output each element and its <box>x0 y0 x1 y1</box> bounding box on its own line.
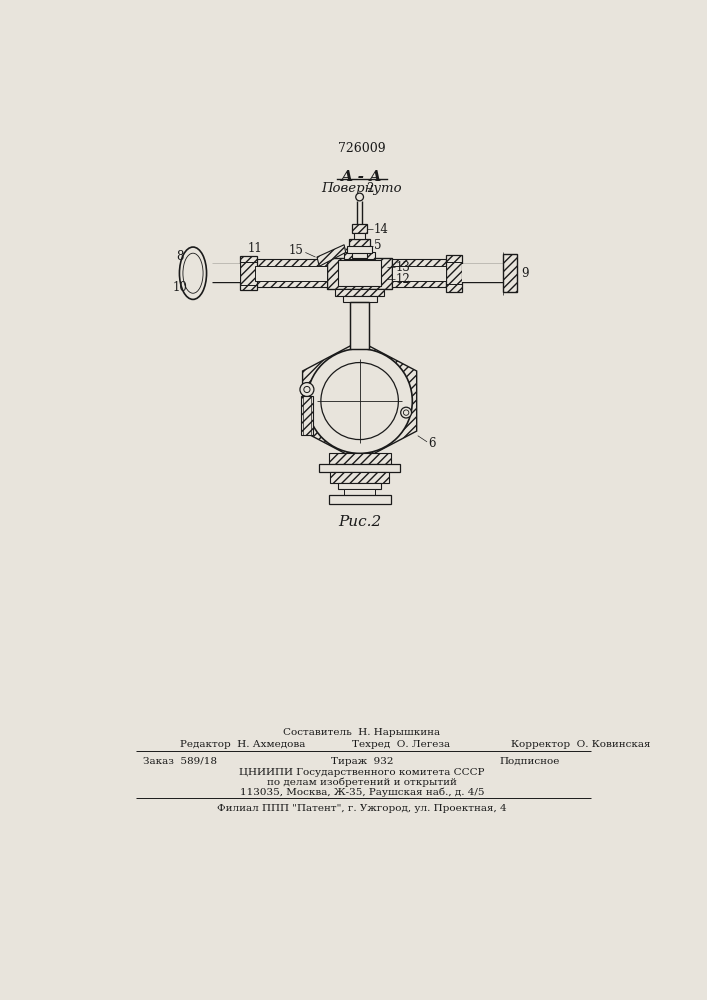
Text: 10: 10 <box>173 281 187 294</box>
Bar <box>352 250 368 258</box>
Bar <box>354 233 365 239</box>
Bar <box>352 224 368 233</box>
Bar <box>329 495 391 504</box>
Text: 6: 6 <box>428 437 436 450</box>
Text: 15: 15 <box>289 244 304 257</box>
Text: Подписное: Подписное <box>499 757 559 766</box>
Bar <box>255 259 327 287</box>
Bar <box>344 252 375 259</box>
Bar <box>330 472 389 483</box>
Text: Корректор  О. Ковинская: Корректор О. Ковинская <box>510 740 650 749</box>
Text: по делам изобретений и открытий: по делам изобретений и открытий <box>267 778 457 787</box>
Text: 726009: 726009 <box>338 142 386 155</box>
Circle shape <box>401 407 411 418</box>
Text: Повернуто: Повернуто <box>322 182 402 195</box>
Text: Тираж  932: Тираж 932 <box>331 757 393 766</box>
Bar <box>335 289 385 296</box>
Bar <box>303 396 311 435</box>
Text: Техред  О. Легеза: Техред О. Легеза <box>352 740 450 749</box>
Bar <box>329 453 391 464</box>
Bar <box>255 266 327 281</box>
Circle shape <box>404 410 409 415</box>
Bar <box>392 266 446 281</box>
Text: 12: 12 <box>395 273 410 286</box>
Bar <box>446 255 462 292</box>
Bar <box>338 260 381 286</box>
Bar <box>320 464 400 472</box>
Ellipse shape <box>183 253 203 293</box>
Text: 9: 9 <box>521 267 528 280</box>
Bar <box>344 489 375 495</box>
Bar <box>392 259 446 287</box>
Circle shape <box>304 386 310 393</box>
Bar <box>327 258 392 289</box>
Bar <box>240 256 257 290</box>
Text: Рис.2: Рис.2 <box>338 515 381 529</box>
Bar <box>343 296 377 302</box>
Bar <box>338 483 381 489</box>
Bar <box>300 396 313 435</box>
Bar <box>351 302 369 349</box>
Circle shape <box>321 363 398 440</box>
Bar <box>351 302 369 349</box>
Circle shape <box>300 383 314 396</box>
Text: 8: 8 <box>176 250 184 263</box>
Bar <box>462 264 503 282</box>
Text: Редактор  Н. Ахмедова: Редактор Н. Ахмедова <box>180 740 305 749</box>
Text: 2: 2 <box>366 182 373 195</box>
Polygon shape <box>317 245 346 266</box>
Bar <box>353 302 367 349</box>
Polygon shape <box>303 341 416 461</box>
Circle shape <box>307 349 412 453</box>
Circle shape <box>356 193 363 201</box>
Text: Филиал ППП "Патент", г. Ужгород, ул. Проектная, 4: Филиал ППП "Патент", г. Ужгород, ул. Про… <box>217 804 507 813</box>
Text: 5: 5 <box>373 239 381 252</box>
Text: 113035, Москва, Ж-35, Раушская наб., д. 4/5: 113035, Москва, Ж-35, Раушская наб., д. … <box>240 788 484 797</box>
Ellipse shape <box>180 247 206 299</box>
Text: 11: 11 <box>247 242 262 255</box>
Text: Заказ  589/18: Заказ 589/18 <box>143 757 216 766</box>
Text: ЦНИИПИ Государственного комитета СССР: ЦНИИПИ Государственного комитета СССР <box>239 768 485 777</box>
Text: Составитель  Н. Нарышкина: Составитель Н. Нарышкина <box>284 728 440 737</box>
Text: 14: 14 <box>373 223 388 236</box>
Text: 13: 13 <box>395 261 410 274</box>
Bar <box>212 264 240 282</box>
Bar <box>349 239 370 250</box>
Text: А - А: А - А <box>341 170 382 184</box>
Bar <box>347 246 372 253</box>
Bar <box>503 254 517 292</box>
